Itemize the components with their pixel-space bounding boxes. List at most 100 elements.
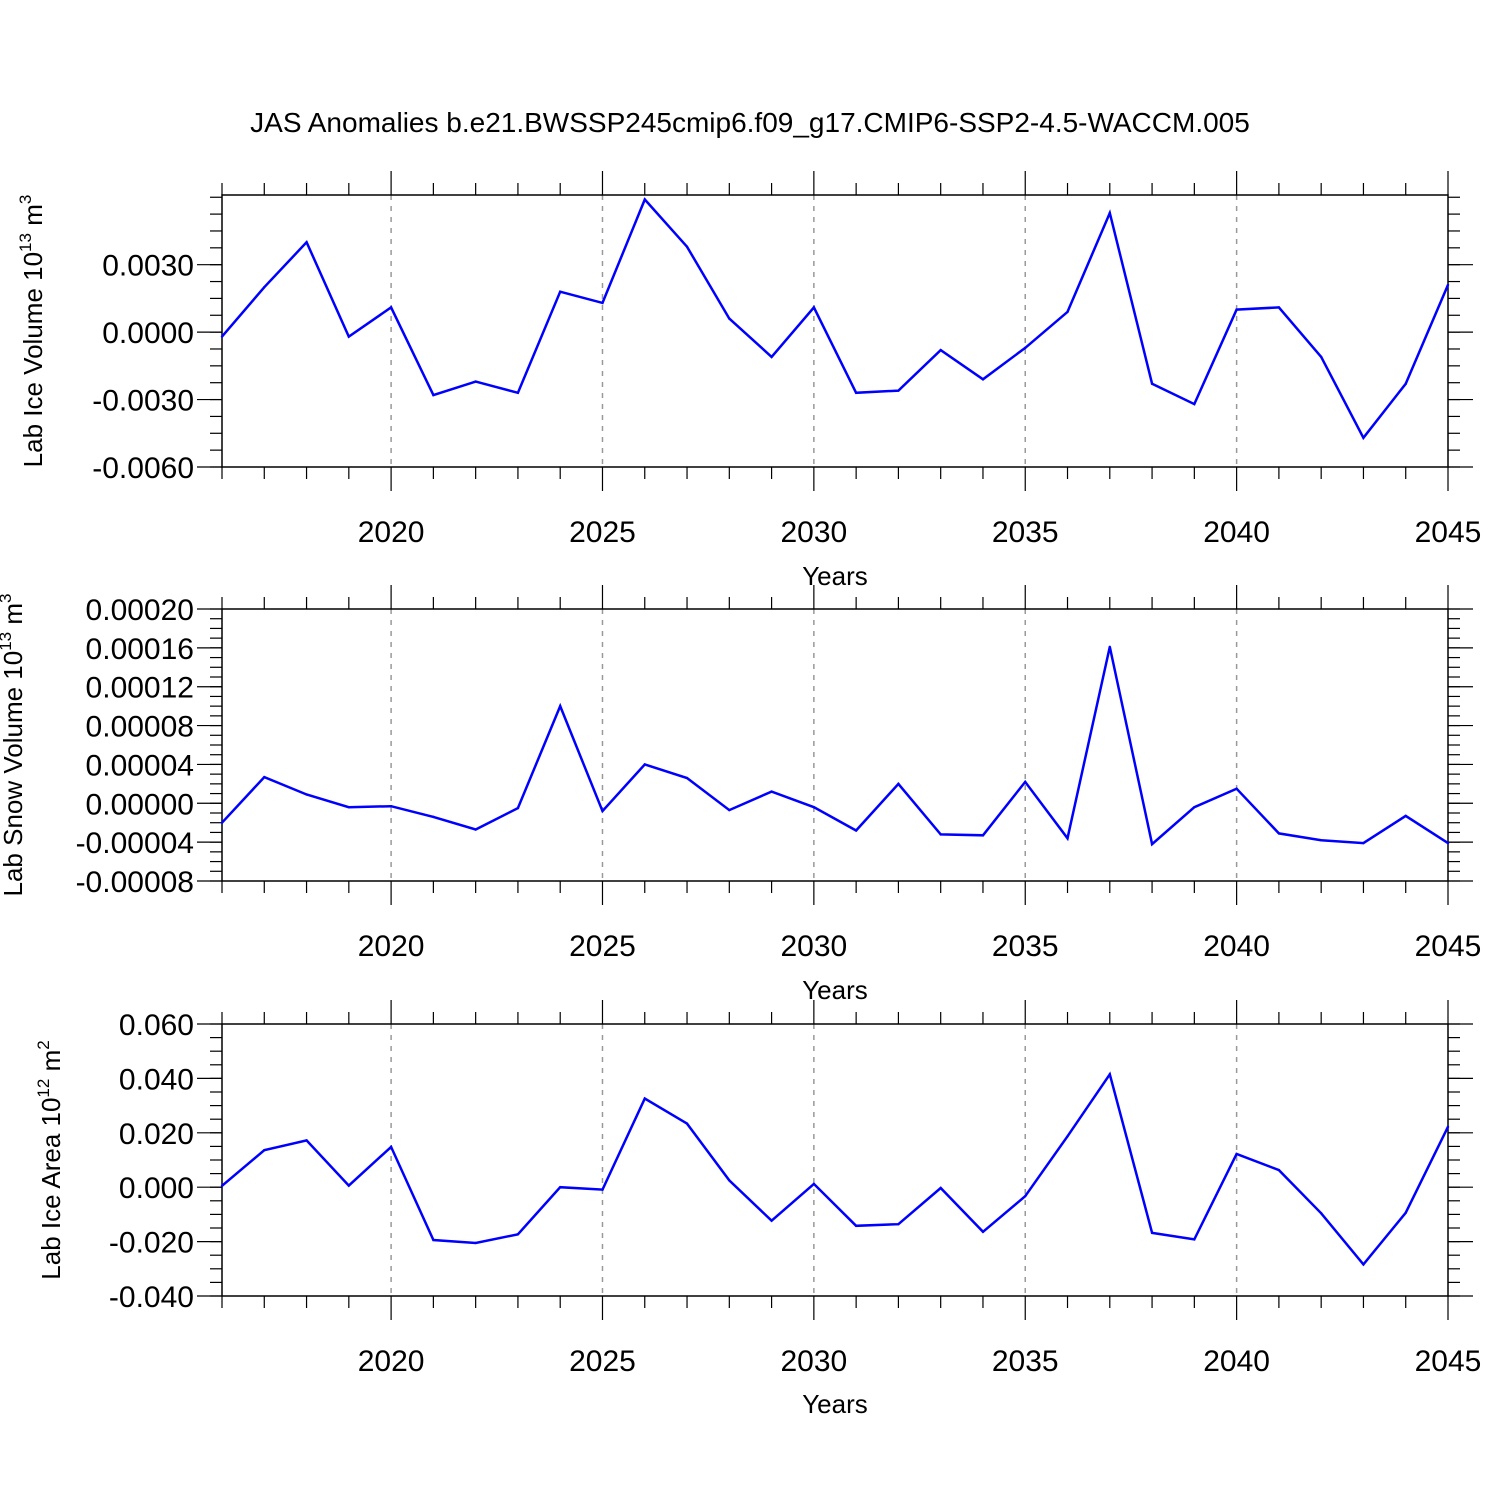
y-tick-label: -0.00004	[76, 827, 194, 860]
y-tick-label: 0.00004	[86, 749, 194, 782]
data-point	[1404, 1211, 1407, 1214]
data-point	[1404, 382, 1407, 386]
data-point	[685, 776, 689, 780]
x-tick-label: 2025	[569, 516, 636, 549]
data-point	[1404, 814, 1407, 818]
y-tick-label: 0.00000	[86, 788, 194, 821]
data-point	[516, 806, 520, 810]
data-point	[728, 317, 731, 320]
y-axis-title-unit-exponent: 2	[34, 1040, 53, 1049]
x-tick-label: 2040	[1203, 1345, 1270, 1378]
data-series-line	[221, 197, 1450, 441]
y-tick-label: 0.00020	[86, 594, 194, 627]
data-point	[474, 828, 477, 831]
data-point	[263, 1149, 266, 1152]
data-point	[1446, 841, 1450, 845]
y-tick-label: 0.0000	[102, 317, 194, 350]
panel-3: 2020 2025 2030 2035 2040 2045 0.060 0.040 0.020 0…	[34, 1000, 1481, 1419]
data-point	[347, 805, 351, 809]
data-point	[770, 1219, 773, 1222]
data-point	[389, 805, 393, 808]
y-axis-title: Lab Ice Volume 1013 m3	[16, 195, 48, 468]
data-point	[1319, 355, 1323, 359]
data-point	[1362, 841, 1365, 845]
data-point	[1319, 839, 1323, 842]
panel-2: 2020 2025 2030 2035 2040 2045 0.00020 0.00016 0.…	[0, 585, 1481, 1005]
y-axis-title-unit: m	[36, 1050, 66, 1079]
data-point	[812, 805, 816, 809]
data-point	[601, 301, 604, 305]
x-tick-label: 2045	[1415, 1345, 1482, 1378]
data-point	[685, 245, 689, 248]
data-point	[559, 290, 562, 293]
plot-frame	[221, 194, 1449, 468]
data-point	[305, 1139, 308, 1142]
data-point	[1235, 1152, 1238, 1156]
data-point	[981, 378, 985, 381]
data-point	[897, 1222, 900, 1226]
y-tick-label: -0.00008	[76, 866, 194, 899]
data-point	[220, 821, 224, 824]
data-point	[1193, 1238, 1196, 1241]
x-axis-title: Years	[802, 975, 868, 1005]
data-point	[1108, 1073, 1111, 1076]
data-point	[1024, 346, 1027, 350]
data-point	[812, 1182, 816, 1186]
y-axis-title-exponent: 13	[0, 632, 15, 651]
data-point	[643, 1097, 646, 1100]
data-point	[854, 1224, 858, 1228]
data-point	[770, 355, 773, 359]
y-tick-label: 0.00012	[86, 672, 194, 705]
data-point	[601, 1188, 604, 1191]
data-point	[1066, 310, 1069, 314]
data-point	[432, 1238, 435, 1242]
data-point	[220, 1184, 224, 1188]
figure-title: JAS Anomalies b.e21.BWSSP245cmip6.f09_g1…	[250, 107, 1250, 138]
data-point	[1193, 402, 1196, 406]
data-point	[981, 834, 985, 837]
data-point	[516, 391, 520, 395]
data-point	[559, 1186, 562, 1189]
panel-1: 2020 2025 2030 2035 2040 2045 0.0030 0.0000 -0.0…	[16, 171, 1481, 591]
data-point	[432, 393, 435, 397]
x-tick-label: 2020	[358, 516, 425, 549]
y-axis-title-main: Lab Ice Volume 10	[18, 252, 48, 467]
data-point	[981, 1230, 985, 1234]
data-point	[516, 1233, 520, 1236]
data-point	[1108, 645, 1111, 649]
y-axis-title-unit: m	[0, 603, 28, 632]
x-tick-label: 2045	[1415, 516, 1482, 549]
data-point	[1277, 1168, 1281, 1172]
data-point	[1066, 837, 1069, 840]
data-point	[728, 1179, 731, 1182]
y-axis-title-main: Lab Ice Area 10	[36, 1098, 66, 1280]
data-point	[770, 790, 773, 793]
x-tick-label: 2035	[992, 516, 1059, 549]
data-point	[474, 1241, 477, 1245]
y-tick-label: 0.040	[119, 1063, 194, 1096]
data-point	[854, 829, 858, 832]
y-tick-label: -0.040	[109, 1281, 194, 1314]
data-point	[1319, 1212, 1323, 1215]
y-tick-label: 0.0030	[102, 250, 194, 283]
data-point	[939, 348, 942, 352]
y-axis-title-unit: m	[18, 204, 48, 233]
data-point	[1108, 211, 1111, 215]
data-series-line	[221, 1071, 1450, 1267]
x-axis-title: Years	[802, 1389, 868, 1419]
data-point	[1150, 382, 1154, 386]
data-point	[728, 808, 731, 812]
data-point	[1024, 1194, 1027, 1198]
data-point	[347, 1184, 351, 1187]
data-point	[1235, 308, 1238, 311]
data-point	[812, 306, 816, 309]
data-point	[474, 380, 477, 383]
x-tick-label: 2020	[358, 930, 425, 963]
x-tick-label: 2030	[780, 1345, 847, 1378]
y-tick-label: 0.060	[119, 1009, 194, 1042]
y-tick-label: -0.020	[109, 1227, 194, 1260]
y-axis-title-exponent: 13	[16, 233, 35, 252]
data-point	[559, 704, 562, 708]
data-point	[1066, 1135, 1069, 1138]
